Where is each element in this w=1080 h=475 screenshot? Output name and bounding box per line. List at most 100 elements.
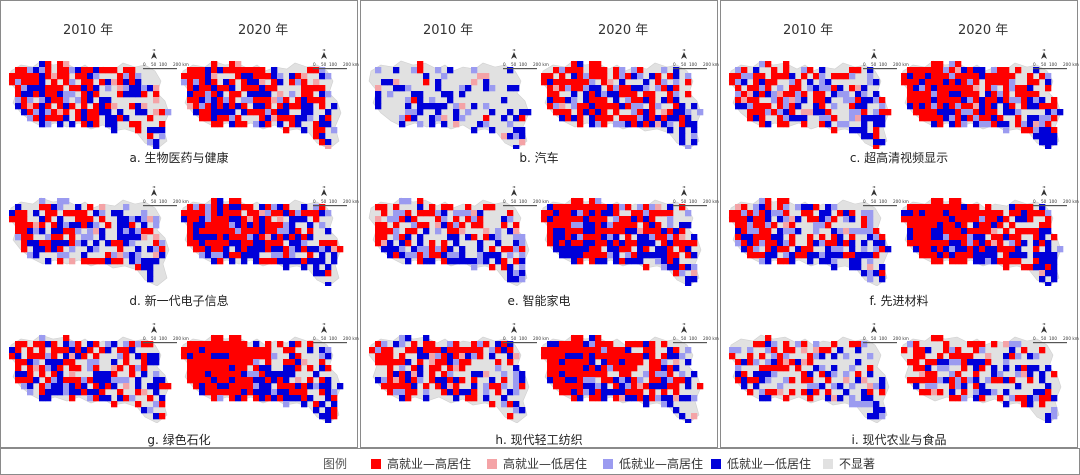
unit-ll <box>685 121 692 128</box>
unit-hh <box>741 371 748 378</box>
unit-hh <box>75 73 82 80</box>
unit-hh <box>265 216 272 223</box>
unit-lh <box>453 359 460 366</box>
scale-tick: 200 km <box>343 199 359 204</box>
scale-tick: 50 <box>511 199 517 204</box>
unit-ll <box>423 335 430 342</box>
unit-hl <box>513 228 520 235</box>
unit-ll <box>559 359 566 366</box>
unit-hh <box>565 347 572 354</box>
unit-hh <box>1051 97 1058 104</box>
unit-lh <box>765 347 772 354</box>
unit-ll <box>589 85 596 92</box>
unit-hh <box>417 222 424 229</box>
unit-hh <box>553 371 560 378</box>
unit-ll <box>589 222 596 229</box>
year-label-2010: 2010 年 <box>63 23 114 38</box>
unit-hh <box>961 103 968 110</box>
unit-hh <box>955 210 962 217</box>
unit-hh <box>907 85 914 92</box>
unit-ll <box>1021 210 1028 217</box>
unit-hl <box>235 61 242 68</box>
unit-hh <box>783 395 790 402</box>
scale-tick: 0 <box>863 336 866 341</box>
unit-hh <box>205 240 212 247</box>
unit-ll <box>1039 139 1046 146</box>
unit-hh <box>741 222 748 229</box>
unit-lh <box>193 204 200 211</box>
unit-lh <box>405 198 412 205</box>
unit-hh <box>69 85 76 92</box>
unit-hh <box>217 335 224 342</box>
unit-hh <box>495 383 502 390</box>
unit-hh <box>265 258 272 265</box>
unit-ll <box>649 73 656 80</box>
unit-hh <box>813 216 820 223</box>
unit-ll <box>973 258 980 265</box>
unit-hh <box>63 335 70 342</box>
unit-hh <box>955 73 962 80</box>
unit-ll <box>955 246 962 253</box>
unit-hh <box>979 228 986 235</box>
unit-hh <box>241 246 248 253</box>
unit-hh <box>595 395 602 402</box>
scale-tick: 200 km <box>893 62 909 67</box>
unit-ll <box>9 347 16 354</box>
unit-ll <box>111 210 118 217</box>
unit-lh <box>771 341 778 348</box>
unit-ll <box>147 383 154 390</box>
unit-ll <box>571 210 578 217</box>
unit-hl <box>265 234 272 241</box>
unit-ll <box>559 246 566 253</box>
unit-ll <box>319 210 326 217</box>
unit-ll <box>513 401 520 408</box>
unit-lh <box>399 246 406 253</box>
unit-hh <box>247 85 254 92</box>
unit-hh <box>583 353 590 360</box>
unit-lh <box>949 347 956 354</box>
unit-ll <box>735 103 742 110</box>
unit-ll <box>27 359 34 366</box>
unit-hh <box>247 383 254 390</box>
scale-line <box>503 68 537 70</box>
unit-lh <box>765 377 772 384</box>
unit-ll <box>631 73 638 80</box>
unit-hh <box>471 222 478 229</box>
unit-lh <box>771 210 778 217</box>
unit-ll <box>691 276 698 283</box>
unit-hh <box>973 97 980 104</box>
unit-hh <box>955 258 962 265</box>
unit-lh <box>93 222 100 229</box>
unit-hh <box>87 216 94 223</box>
unit-hh <box>991 341 998 348</box>
unit-hh <box>1027 73 1034 80</box>
unit-hh <box>759 365 766 372</box>
unit-hh <box>51 234 58 241</box>
unit-hh <box>777 103 784 110</box>
unit-ll <box>619 79 626 86</box>
unit-ll <box>985 246 992 253</box>
unit-ll <box>643 395 650 402</box>
unit-lh <box>1015 341 1022 348</box>
unit-ll <box>283 258 290 265</box>
unit-lh <box>165 109 172 116</box>
unit-lh <box>783 115 790 122</box>
unit-hh <box>229 395 236 402</box>
unit-hh <box>87 258 94 265</box>
unit-hh <box>601 228 608 235</box>
unit-ll <box>45 341 52 348</box>
unit-lh <box>417 121 424 128</box>
unit-hh <box>919 67 926 74</box>
unit-ll <box>825 97 832 104</box>
unit-hh <box>595 234 602 241</box>
unit-ll <box>1051 276 1058 283</box>
unit-ll <box>825 371 832 378</box>
unit-hh <box>507 210 514 217</box>
unit-hh <box>649 353 656 360</box>
unit-hh <box>771 109 778 116</box>
unit-hh <box>235 341 242 348</box>
unit-ll <box>667 127 674 134</box>
unit-lh <box>991 389 998 396</box>
unit-hh <box>559 377 566 384</box>
unit-hh <box>15 222 22 229</box>
